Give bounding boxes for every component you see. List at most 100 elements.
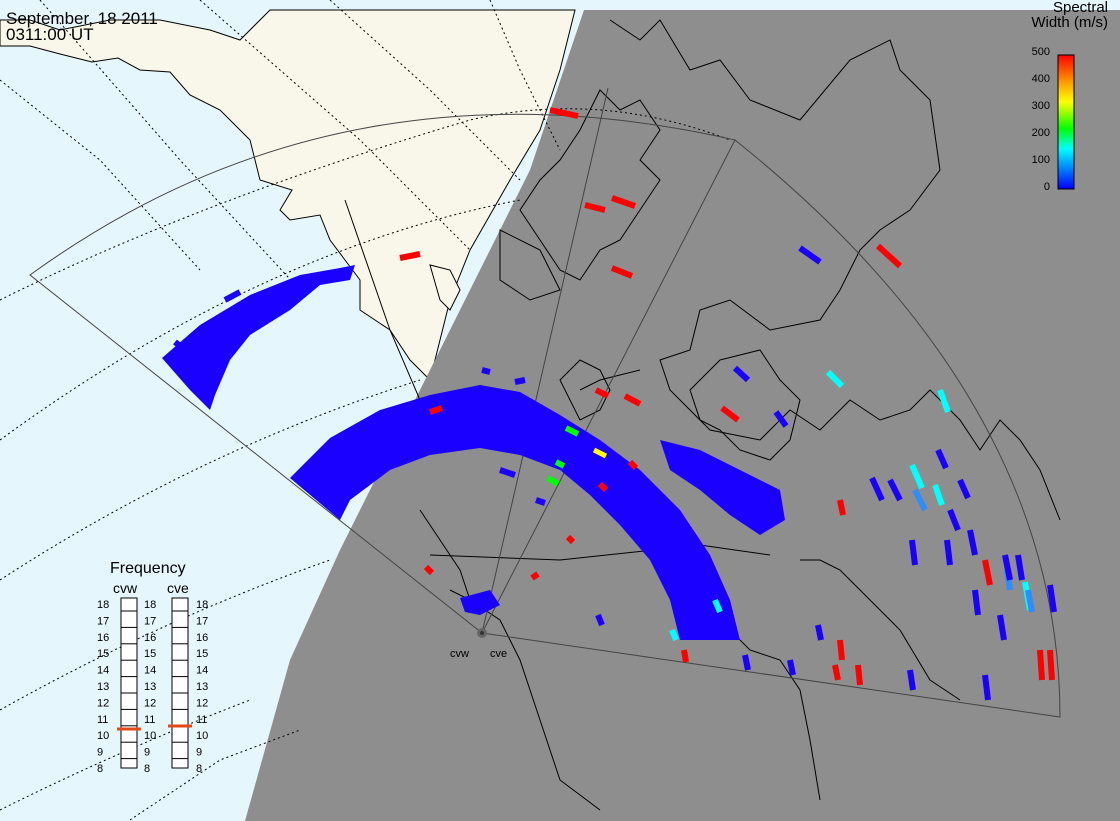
frequency-tick-label-left: 16 [97, 632, 109, 644]
spectral-width-cell [825, 369, 845, 389]
spectral-width-colorbar: 500 400 300 200 100 0 [1032, 46, 1075, 193]
spectral-width-cell [875, 243, 903, 269]
spectral-width-cell [837, 499, 846, 516]
spectral-width-cell [982, 674, 991, 701]
spectral-width-cell [162, 265, 355, 410]
spectral-width-cell [932, 484, 945, 506]
spectral-width-cell [947, 508, 961, 532]
spectral-width-cell [720, 405, 740, 423]
frequency-tick-label-mid: 18 [144, 599, 156, 611]
spectral-width-cell [887, 478, 903, 502]
spectral-width-cell [610, 265, 634, 279]
radar-sites: cvw cve [450, 628, 507, 660]
spectral-width-cell [1002, 554, 1013, 581]
spectral-width-cell [549, 107, 579, 119]
frequency-tick-label-left: 10 [97, 730, 109, 742]
spectral-width-cell [460, 590, 500, 615]
spectral-width-cell [773, 410, 789, 428]
colorbar-tick-400: 400 [1032, 73, 1050, 85]
spectral-width-cell [832, 664, 841, 681]
frequency-tick-label-mid: 9 [144, 747, 150, 759]
frequency-tick-label-right: 14 [196, 665, 208, 677]
spectral-width-cell [399, 251, 421, 261]
spectral-width-cell [530, 571, 540, 581]
spectral-width-cell [1047, 649, 1055, 681]
frequency-tick-label-left: 9 [97, 747, 103, 759]
spectral-width-cell [594, 387, 610, 399]
spectral-width-cell [481, 367, 491, 375]
spectral-width-cell [935, 448, 949, 470]
spectral-width-cell [742, 654, 751, 671]
frequency-tick-label-right: 15 [196, 648, 208, 660]
spectral-width-cell [1015, 554, 1025, 581]
spectral-width-cell [597, 481, 609, 493]
cve-site-marker [480, 631, 484, 635]
frequency-tick-label-mid: 16 [144, 632, 156, 644]
political-boundaries [344, 199, 771, 561]
frequency-tick-label-right: 12 [196, 697, 208, 709]
spectral-width-cell [909, 539, 918, 566]
colorbar-title: Spectral Width (m/s) [968, 0, 1108, 30]
colorbar-tick-200: 200 [1032, 127, 1050, 139]
frequency-tick-label-right: 13 [196, 681, 208, 693]
frequency-tick-label-right: 9 [196, 747, 202, 759]
fov-outline [29, 87, 1061, 718]
spectral-width-cell [660, 440, 785, 535]
frequency-tick-label-mid: 8 [144, 763, 150, 775]
colorbar-tick-0: 0 [1044, 181, 1050, 193]
frequency-tick-label-left: 11 [97, 714, 108, 726]
spectral-width-cell [972, 589, 981, 616]
colorbar-tick-500: 500 [1032, 46, 1050, 58]
spectral-width-cell [290, 385, 740, 640]
frequency-tick-label-left: 18 [97, 599, 109, 611]
frequency-panel: 18 18 18 17 17 17 16 16 16 15 15 15 14 14 14 13 13 13 12 12… [97, 597, 208, 775]
spectral-width-cell [712, 598, 723, 614]
spectral-width-cell [944, 539, 953, 566]
frequency-scale: 18 18 18 17 17 17 16 16 16 15 15 15 14 14 14 13 13 13 12 12… [97, 599, 208, 775]
frequency-tick-label-left: 17 [97, 615, 109, 627]
frequency-tick-label-right: 8 [196, 763, 202, 775]
spectral-width-cell [837, 639, 845, 661]
frequency-tick-label-left: 14 [97, 665, 109, 677]
frequency-tick-label-left: 8 [97, 763, 103, 775]
frequency-tick-label-mid: 13 [144, 681, 156, 693]
frequency-tick-label-mid: 10 [144, 730, 156, 742]
spectral-width-cell [907, 669, 916, 691]
cve-site-label: cve [490, 648, 507, 660]
spectral-width-cell [611, 195, 636, 209]
frequency-tick-label-left: 15 [97, 648, 109, 660]
spectral-width-cell [732, 365, 751, 383]
spectral-width-cell [595, 613, 605, 627]
spectral-width-cell [798, 245, 822, 265]
spectral-width-cell [202, 357, 218, 373]
frequency-tick-label-left: 12 [97, 697, 109, 709]
spectral-width-cell [584, 202, 606, 213]
frequency-tick-label-right: 10 [196, 730, 208, 742]
spectral-width-cells [162, 107, 1057, 701]
spectral-width-cell [423, 564, 435, 576]
spectral-width-cell [499, 467, 516, 478]
spectral-width-cell [546, 475, 560, 487]
spectral-width-cell [869, 476, 885, 502]
spectral-width-cell [909, 463, 925, 490]
frequency-tick-label-right: 16 [196, 632, 208, 644]
spectral-width-cell [957, 478, 971, 500]
cve-frequency-label: cve [167, 580, 189, 596]
spectral-width-cell [461, 405, 471, 413]
spectral-width-cell [535, 497, 546, 506]
frequency-tick-label-mid: 11 [144, 714, 155, 726]
spectral-width-cell [1025, 589, 1035, 613]
date-label: September, 18 2011 [6, 9, 158, 28]
spectral-width-cell [592, 447, 608, 459]
spectral-width-cell [855, 664, 863, 686]
spectral-width-cell [564, 425, 580, 437]
spectral-width-cell [681, 649, 689, 663]
spectral-width-cell [514, 377, 526, 385]
spectral-width-cell [669, 628, 679, 642]
frequency-tick-label-right: 11 [196, 714, 207, 726]
frequency-tick-label-mid: 12 [144, 697, 156, 709]
spectral-width-cell [565, 534, 576, 545]
spectral-width-cell [787, 659, 796, 676]
spectral-width-cell [623, 393, 642, 407]
